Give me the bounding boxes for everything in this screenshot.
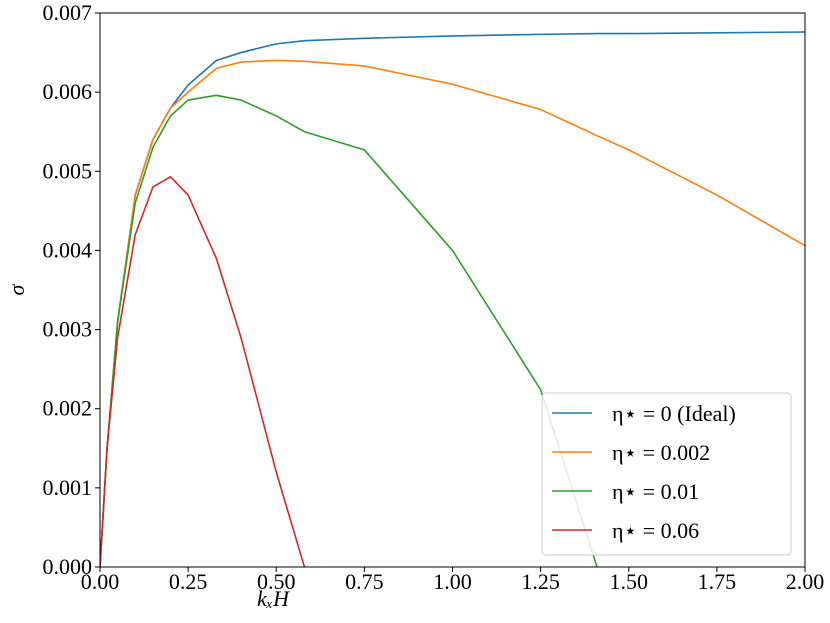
series-line bbox=[100, 176, 306, 567]
legend-label: η⋆ = 0.002 bbox=[612, 440, 710, 465]
series-line bbox=[100, 94, 598, 567]
x-tick-label: 1.50 bbox=[610, 569, 649, 594]
x-tick-label: 0.00 bbox=[81, 569, 120, 594]
y-tick-label: 0.001 bbox=[43, 475, 93, 500]
x-tick-label: 0.50 bbox=[257, 569, 296, 594]
x-tick-label: 2.00 bbox=[786, 569, 825, 594]
legend-label: η⋆ = 0 (Ideal) bbox=[612, 401, 736, 426]
y-tick-label: 0.003 bbox=[43, 317, 93, 342]
plot-frame bbox=[99, 12, 806, 568]
x-axis-label: kₓH bbox=[257, 586, 290, 611]
x-tick-label: 1.00 bbox=[433, 569, 472, 594]
x-tick-label: 0.25 bbox=[169, 569, 208, 594]
x-tick-label: 0.75 bbox=[345, 569, 384, 594]
y-tick-label: 0.007 bbox=[43, 0, 93, 25]
y-tick-label: 0.004 bbox=[43, 237, 93, 262]
legend-label: η⋆ = 0.01 bbox=[612, 479, 699, 504]
series-line bbox=[100, 59, 805, 567]
y-tick-label: 0.005 bbox=[43, 158, 93, 183]
x-tick-label: 1.75 bbox=[698, 569, 737, 594]
legend-label: η⋆ = 0.06 bbox=[612, 518, 699, 543]
y-tick-label: 0.000 bbox=[43, 554, 93, 579]
y-tick-label: 0.006 bbox=[43, 79, 93, 104]
y-tick-label: 0.002 bbox=[43, 396, 93, 421]
legend-box bbox=[541, 392, 792, 556]
plot-lines bbox=[100, 31, 805, 567]
x-tick-label: 1.25 bbox=[521, 569, 560, 594]
y-axis-label: σ bbox=[4, 283, 29, 295]
